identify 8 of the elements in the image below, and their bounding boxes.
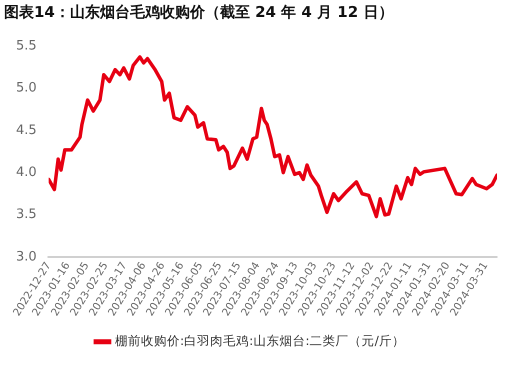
y-tick-label: 5.0	[16, 80, 37, 96]
chart-title: 图表14：山东烟台毛鸡收购价（截至 24 年 4 月 12 日）	[4, 2, 394, 21]
y-tick-label: 4.0	[16, 165, 37, 180]
y-tick-label: 3.0	[16, 249, 37, 264]
y-tick-label: 4.5	[16, 122, 37, 138]
y-tick-label: 5.5	[16, 38, 37, 54]
legend-label: 棚前收购价:白羽肉毛鸡:山东烟台:二类厂（元/斤）	[114, 333, 405, 348]
y-tick-label: 3.5	[16, 207, 37, 222]
